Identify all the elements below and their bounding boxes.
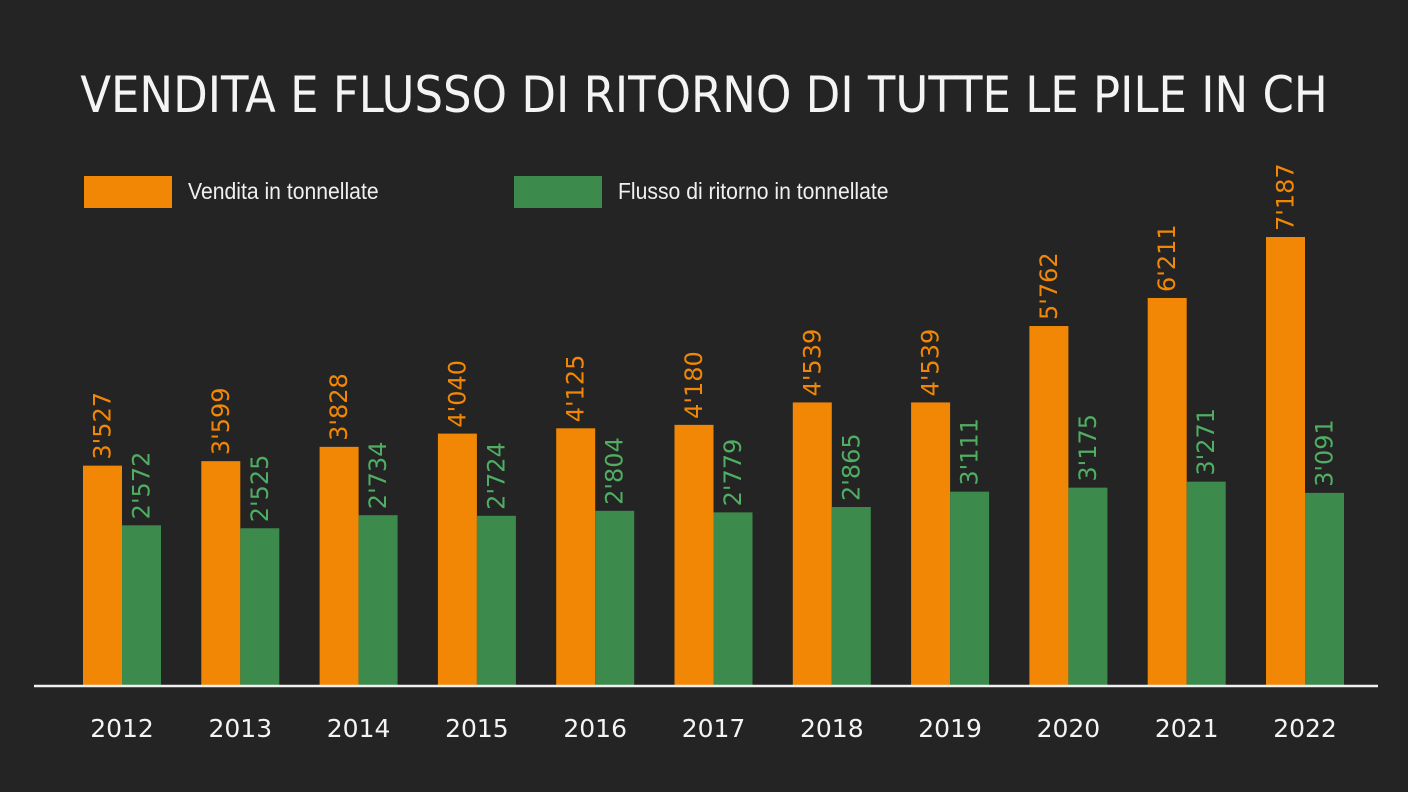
- data-label-flusso-2013: 2'525: [246, 455, 274, 523]
- legend-label-vendita: Vendita in tonnellate: [188, 178, 379, 204]
- data-label-flusso-2020: 3'175: [1074, 414, 1102, 482]
- bar-flusso-2020: [1068, 487, 1108, 686]
- x-axis-ticks: 2012 2013 2014 2015 2016 2017 2018 2019 2020 2021…: [90, 714, 1337, 743]
- x-tick-label-2019: 2019: [918, 714, 982, 743]
- x-tick-label-2022: 2022: [1273, 714, 1337, 743]
- data-label-vendita-2016: 4'125: [562, 355, 590, 423]
- bar-vendita-2014: [319, 446, 359, 686]
- data-label-vendita-2014: 3'828: [325, 373, 353, 441]
- x-tick-label-2012: 2012: [90, 714, 154, 743]
- data-label-flusso-2014: 2'734: [364, 442, 392, 510]
- bar-flusso-2012: [122, 525, 161, 686]
- x-tick-label-2014: 2014: [327, 714, 391, 743]
- data-label-vendita-2013: 3'599: [207, 387, 235, 455]
- x-tick-label-2020: 2020: [1037, 714, 1101, 743]
- bar-vendita-2022: [1266, 237, 1305, 686]
- x-tick-label-2015: 2015: [445, 714, 509, 743]
- legend-swatch-vendita: [84, 176, 172, 208]
- bar-vendita-2021: [1147, 297, 1187, 686]
- data-label-flusso-2016: 2'804: [601, 437, 629, 505]
- bar-flusso-2016: [595, 510, 635, 686]
- x-tick-label-2017: 2017: [682, 714, 746, 743]
- data-label-flusso-2021: 3'271: [1192, 408, 1220, 476]
- bar-vendita-2013: [201, 461, 241, 686]
- data-label-flusso-2012: 2'572: [128, 452, 156, 520]
- data-label-vendita-2022: 7'187: [1272, 163, 1300, 231]
- legend-swatch-flusso: [514, 176, 602, 208]
- bar-vendita-2018: [792, 402, 832, 686]
- bar-flusso-2018: [831, 507, 871, 686]
- bar-flusso-2015: [476, 515, 516, 686]
- data-label-vendita-2015: 4'040: [443, 360, 471, 428]
- bar-flusso-2017: [713, 512, 753, 686]
- data-label-flusso-2019: 3'111: [956, 418, 984, 486]
- bar-flusso-2021: [1186, 481, 1226, 686]
- data-label-vendita-2018: 4'539: [798, 329, 826, 397]
- bar-vendita-2019: [911, 402, 951, 686]
- data-label-vendita-2021: 6'211: [1153, 224, 1181, 292]
- legend-label-flusso: Flusso di ritorno in tonnellate: [618, 178, 889, 204]
- data-label-vendita-2017: 4'180: [680, 351, 708, 419]
- data-label-flusso-2022: 3'091: [1311, 419, 1339, 487]
- x-tick-label-2021: 2021: [1155, 714, 1219, 743]
- bar-vendita-2020: [1029, 326, 1069, 686]
- bar-flusso-2013: [240, 528, 280, 686]
- data-label-flusso-2017: 2'779: [719, 439, 747, 507]
- data-label-vendita-2012: 3'527: [89, 392, 117, 460]
- bar-flusso-2014: [358, 515, 398, 686]
- bar-vendita-2015: [437, 433, 477, 686]
- data-label-vendita-2019: 4'539: [917, 329, 945, 397]
- data-label-flusso-2018: 2'865: [837, 433, 865, 501]
- data-labels: 3'527 2'572 3'599 2'525 3'828 2'734 4'040 2'724…: [89, 163, 1339, 522]
- bars: [83, 237, 1344, 686]
- bar-vendita-2016: [556, 428, 596, 686]
- x-tick-label-2018: 2018: [800, 714, 864, 743]
- bar-flusso-2022: [1305, 492, 1344, 686]
- chart-title: VENDITA E FLUSSO DI RITORNO DI TUTTE LE …: [80, 66, 1328, 124]
- x-tick-label-2016: 2016: [563, 714, 627, 743]
- bar-flusso-2019: [950, 491, 990, 686]
- bar-vendita-2017: [674, 424, 714, 686]
- bar-vendita-2012: [83, 465, 122, 686]
- data-label-vendita-2020: 5'762: [1035, 252, 1063, 320]
- data-label-flusso-2015: 2'724: [482, 442, 510, 510]
- x-tick-label-2013: 2013: [208, 714, 272, 743]
